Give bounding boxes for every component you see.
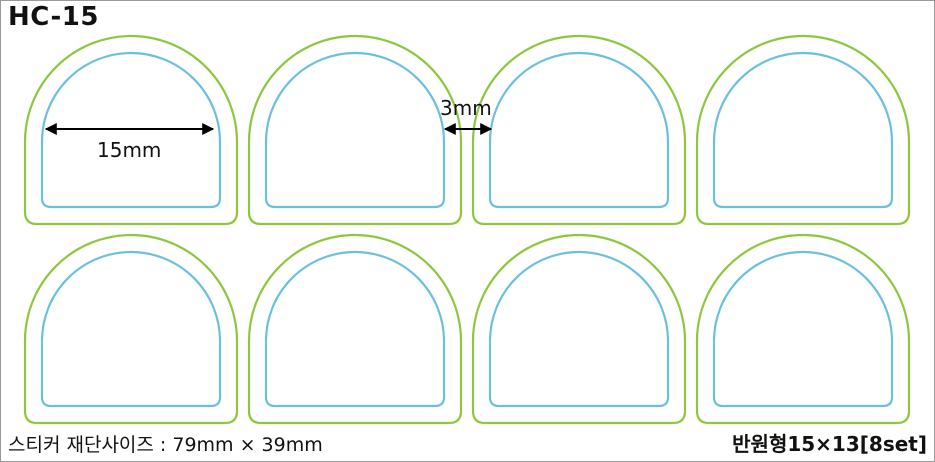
- product-code-title: HC-15: [8, 2, 99, 32]
- shape-spec-label: 반원형15×13[8set]: [732, 432, 927, 456]
- width-dimension-label: 15mm: [97, 138, 161, 162]
- sticker-cut-outline-4: [695, 34, 911, 226]
- gap-dimension-label: 3mm: [440, 96, 492, 120]
- sticker-safe-outline-2: [264, 51, 446, 209]
- sticker-cut-outline-7: [471, 233, 687, 425]
- sticker-safe-outline-1: [40, 51, 222, 209]
- sticker-safe-outline-8: [712, 250, 894, 408]
- sticker-safe-outline-7: [488, 250, 670, 408]
- sticker-cut-outline-5: [23, 233, 239, 425]
- sticker-cut-outline-2: [247, 34, 463, 226]
- sticker-safe-outline-3: [488, 51, 670, 209]
- sticker-cut-outline-6: [247, 233, 463, 425]
- cut-size-label: 스티커 재단사이즈 : 79mm × 39mm: [8, 434, 323, 456]
- sticker-cut-outline-1: [23, 34, 239, 226]
- sticker-cut-outline-3: [471, 34, 687, 226]
- sticker-safe-outline-6: [264, 250, 446, 408]
- sticker-safe-outline-4: [712, 51, 894, 209]
- sticker-cut-outline-8: [695, 233, 911, 425]
- sticker-safe-outline-5: [40, 250, 222, 408]
